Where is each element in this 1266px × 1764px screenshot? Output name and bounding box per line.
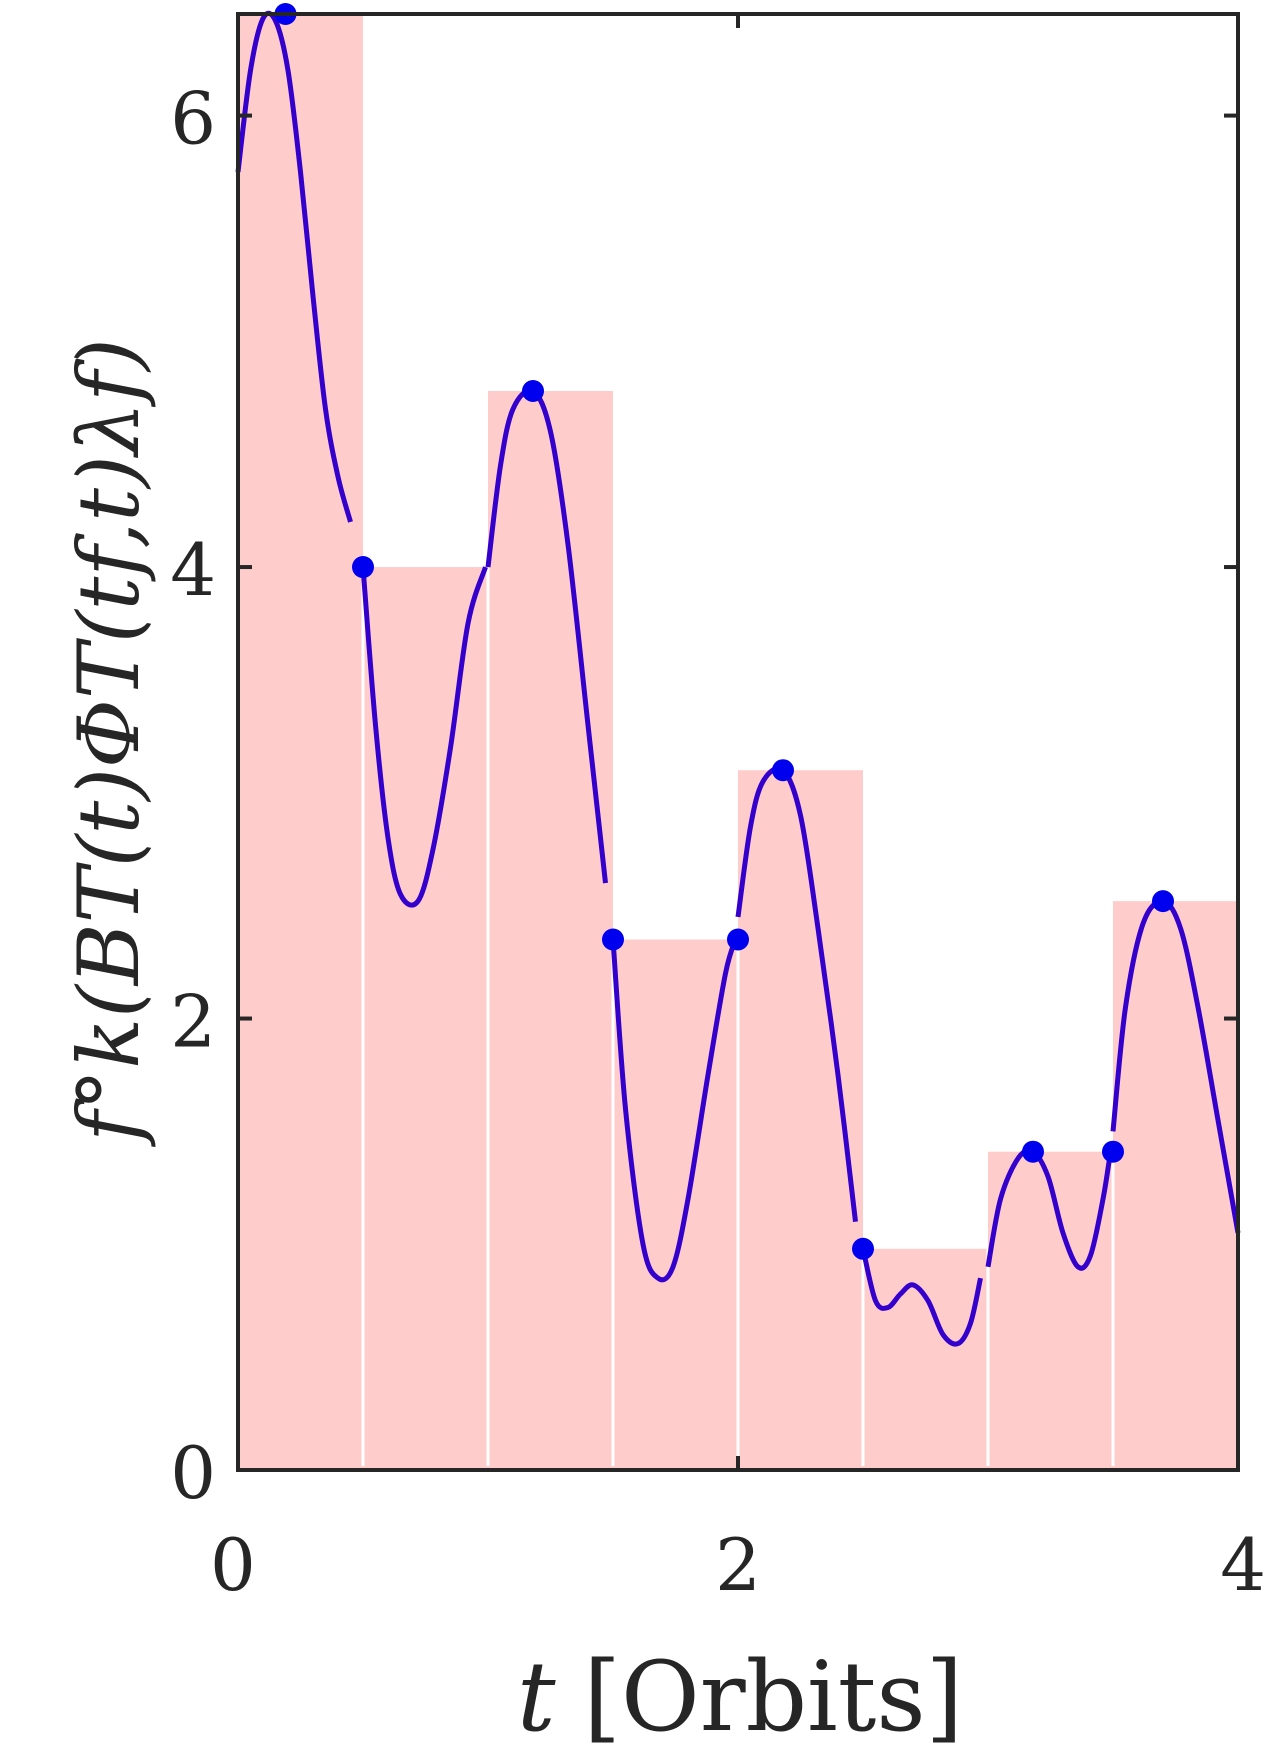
x-tick-label: 4 — [1220, 1523, 1266, 1607]
marker-4 — [727, 928, 749, 951]
x-tick-label: 2 — [715, 1523, 761, 1607]
y-tick-label: 2 — [170, 980, 216, 1064]
bar-1 — [363, 567, 488, 1470]
curve-segment-2 — [485, 387, 608, 884]
x-axis-label: t [Orbits] — [517, 1641, 963, 1753]
marker-5 — [772, 759, 794, 782]
marker-3 — [602, 928, 624, 951]
marker-2 — [522, 379, 544, 402]
bar-0 — [238, 14, 363, 1470]
curve-segment-1 — [360, 566, 488, 908]
curve-segment-6 — [985, 1147, 1113, 1271]
y-axis-label: f°k(BT(t)ΦT(tf,t)λf) — [60, 338, 158, 1148]
y-tick-label: 6 — [170, 77, 216, 161]
curve-segment-0 — [235, 10, 353, 523]
marker-1 — [352, 556, 374, 579]
marker-7 — [1022, 1140, 1044, 1163]
bar-7 — [1113, 901, 1238, 1470]
curve-segment-4 — [735, 765, 858, 1222]
bar-2 — [488, 390, 613, 1470]
curve-segment-7 — [1110, 898, 1241, 1234]
marker-9 — [1152, 890, 1174, 913]
y-tick-label: 0 — [170, 1431, 216, 1515]
bars-layer — [238, 14, 1238, 1470]
bar-6 — [988, 1151, 1113, 1470]
bar-5 — [863, 1248, 988, 1470]
curve-segment-5 — [860, 1248, 983, 1347]
y-tick-label: 4 — [170, 528, 216, 612]
x-tick-label: 0 — [210, 1523, 256, 1607]
ticks-layer: 0 2 4 0 2 4 6 — [170, 14, 1266, 1607]
marker-layer — [274, 3, 1174, 1260]
curve-segment-3 — [610, 938, 738, 1283]
marker-8 — [1102, 1140, 1124, 1163]
marker-6 — [852, 1237, 874, 1260]
curve-layer — [235, 10, 1241, 1347]
